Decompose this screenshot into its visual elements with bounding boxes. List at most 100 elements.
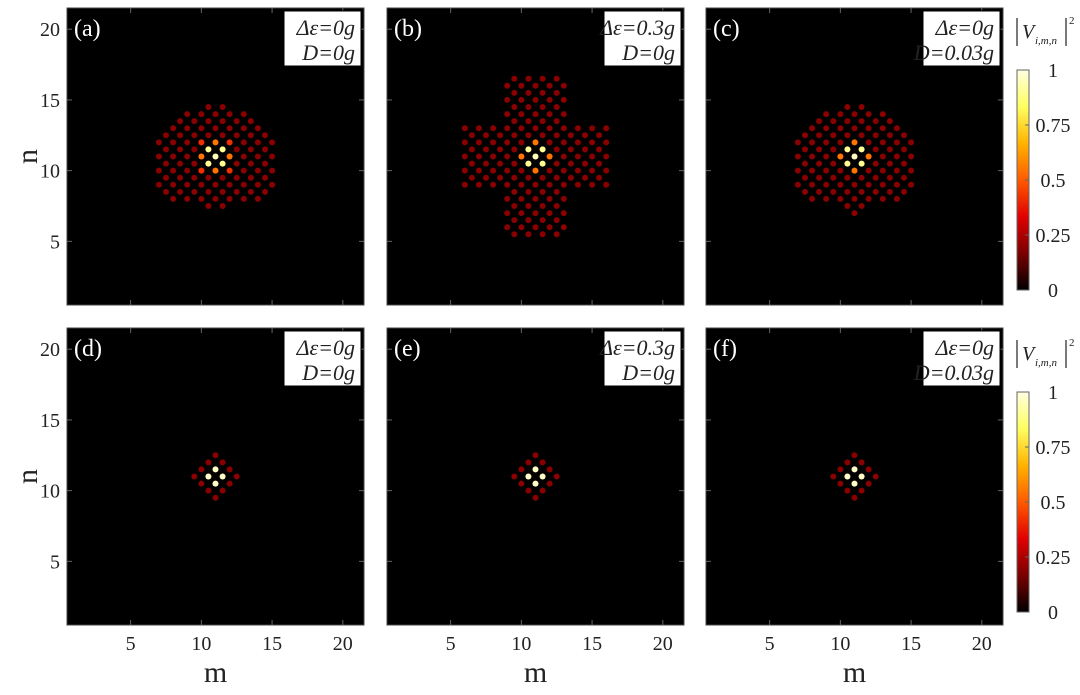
data-point — [468, 132, 475, 139]
colorbar-tick-label: 1 — [1048, 382, 1058, 404]
data-point — [219, 132, 226, 139]
data-point — [163, 132, 169, 139]
y-tick-label: 10 — [40, 161, 60, 183]
data-point — [233, 118, 240, 125]
data-point — [184, 125, 191, 132]
data-point — [865, 181, 872, 188]
data-point — [511, 89, 518, 96]
data-point — [901, 146, 907, 153]
data-point — [603, 153, 610, 160]
colorbar-title-superscript: 2 — [1069, 337, 1075, 349]
data-point-bright — [525, 473, 532, 480]
data-point — [844, 487, 851, 494]
data-point — [262, 132, 268, 139]
data-point — [532, 195, 539, 202]
data-point — [212, 494, 219, 501]
data-point — [546, 167, 553, 174]
data-point — [205, 174, 212, 181]
colorbar-title-subscript: i,m,n — [1035, 35, 1058, 47]
data-point — [219, 104, 226, 110]
data-point-bright — [865, 153, 872, 160]
data-point — [518, 466, 525, 473]
data-point — [830, 174, 837, 181]
data-point — [582, 174, 588, 181]
data-point — [865, 139, 872, 146]
data-point — [262, 188, 268, 195]
data-point — [226, 195, 233, 202]
colorbar-tick-label: 0 — [1048, 280, 1058, 302]
annotation-d: D=0g — [301, 40, 355, 65]
colorbar-2: 0 0.25 0.5 0.75 1V i,m,n 2 — [1016, 337, 1075, 624]
data-point — [247, 174, 254, 181]
data-point — [262, 174, 268, 181]
data-point — [191, 174, 198, 181]
data-point-bright — [539, 473, 546, 480]
data-point — [532, 181, 539, 188]
data-point — [532, 224, 539, 231]
colorbar-title-symbol: V — [1022, 21, 1037, 43]
data-point — [816, 160, 823, 167]
data-point — [240, 111, 247, 118]
data-point — [872, 188, 879, 195]
data-point — [198, 195, 205, 202]
data-point-bright — [198, 139, 205, 146]
data-point — [872, 132, 879, 139]
panel-f: 5 10 15 20 (f) Δε=0gD=0.03g — [705, 327, 1004, 655]
data-point — [511, 75, 518, 82]
data-point — [872, 473, 879, 480]
data-point — [504, 96, 511, 103]
data-point — [247, 146, 254, 153]
data-point — [851, 111, 858, 118]
data-point — [511, 188, 518, 195]
data-point — [490, 153, 497, 160]
data-point — [461, 139, 468, 146]
data-point — [603, 181, 610, 188]
data-point — [504, 167, 511, 174]
data-point — [504, 125, 511, 132]
data-point — [198, 181, 205, 188]
data-point — [844, 188, 851, 195]
data-point — [483, 160, 489, 167]
data-point — [809, 195, 816, 202]
colorbar-title-subscript: i,m,n — [1035, 357, 1058, 369]
data-point — [886, 146, 893, 153]
data-point — [865, 480, 872, 487]
data-point — [560, 139, 567, 146]
data-point — [525, 188, 532, 195]
data-point — [893, 181, 900, 188]
data-point — [858, 118, 865, 125]
panel-d: 5 5 10 10 15 15 20 20 (d) Δε=0gD=0g — [40, 327, 365, 655]
data-point — [155, 153, 162, 160]
data-point — [226, 181, 233, 188]
data-point — [802, 146, 808, 153]
data-point — [596, 174, 603, 181]
data-point — [468, 160, 475, 167]
data-point — [205, 459, 212, 466]
data-point — [219, 203, 226, 209]
data-point — [247, 160, 254, 167]
data-point — [191, 118, 198, 125]
data-point — [511, 118, 518, 125]
data-point — [844, 174, 851, 181]
data-point — [262, 146, 268, 153]
data-point — [893, 153, 900, 160]
data-point — [553, 174, 560, 181]
data-point — [219, 487, 226, 494]
data-point — [546, 224, 553, 231]
x-axis-label: m — [204, 656, 227, 689]
data-point-bright — [219, 473, 226, 480]
data-point — [553, 160, 560, 167]
data-point — [879, 181, 886, 188]
data-point — [823, 167, 830, 174]
data-point — [532, 494, 539, 501]
data-point — [177, 160, 184, 167]
data-point — [851, 452, 858, 459]
data-point — [532, 82, 539, 89]
data-point-bright — [212, 139, 219, 146]
data-point — [802, 188, 808, 195]
data-point — [858, 174, 865, 181]
data-point — [226, 125, 233, 132]
annotation-delta-epsilon: Δε=0g — [296, 15, 355, 40]
data-point-bright — [851, 480, 858, 487]
